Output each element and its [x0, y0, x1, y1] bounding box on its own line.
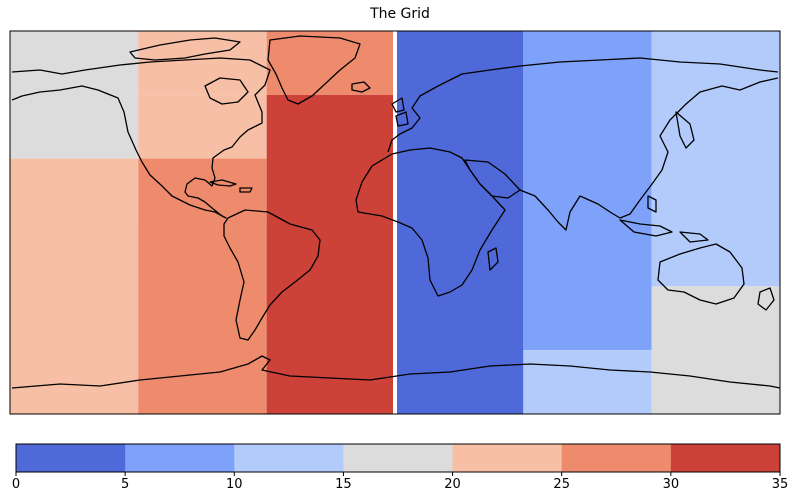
grid-cell-8 — [395, 31, 524, 414]
colorbar-tick-label: 25 — [553, 477, 570, 492]
coast-antarctica — [11, 355, 781, 389]
colorbar-segment-2 — [234, 444, 344, 472]
coast-africa — [355, 147, 506, 297]
grid-cell-1 — [10, 158, 139, 414]
colorbar-tick-label: 5 — [121, 477, 130, 492]
colorbar-tick-label: 15 — [335, 477, 352, 492]
map-title: The Grid — [370, 6, 430, 22]
grid-cell-9 — [523, 31, 652, 351]
grid-cell-0 — [10, 31, 139, 159]
colorbar-tick-label: 0 — [11, 477, 21, 492]
colorbar-tick-label: 35 — [771, 477, 789, 492]
colorbar-tick-label: 30 — [662, 477, 680, 492]
grid-cell-10 — [523, 350, 652, 414]
colorbar-segment-0 — [16, 444, 126, 472]
colorbar-segment-4 — [452, 444, 563, 472]
coastlines — [11, 35, 781, 389]
grid-cell-7 — [266, 94, 395, 414]
colorbar-segment-3 — [343, 444, 454, 472]
colorbar-frame — [15, 443, 781, 473]
grid-cell-12 — [651, 286, 780, 414]
colorbar-tick-label: 20 — [444, 477, 461, 492]
coast-south-america — [223, 209, 321, 341]
grid-cell-6 — [266, 31, 395, 95]
colorbar-segment-6 — [670, 444, 781, 472]
colorbar-segment-5 — [561, 444, 672, 472]
coast-asia — [519, 77, 779, 231]
coast-north-america — [11, 57, 271, 219]
prime-meridian-seam — [393, 31, 397, 414]
coast-australia — [657, 243, 745, 305]
colorbar-tick-marks — [15, 472, 781, 476]
colorbar-segment-1 — [125, 444, 235, 472]
coast-europe — [387, 57, 779, 153]
grid-cell-2 — [138, 31, 267, 95]
map-frame — [9, 30, 781, 415]
colorbar-tick-label: 10 — [226, 477, 243, 492]
colorbar-segments — [16, 444, 781, 472]
coast-greenland — [267, 35, 361, 105]
coast-arctic-islands — [129, 37, 241, 61]
